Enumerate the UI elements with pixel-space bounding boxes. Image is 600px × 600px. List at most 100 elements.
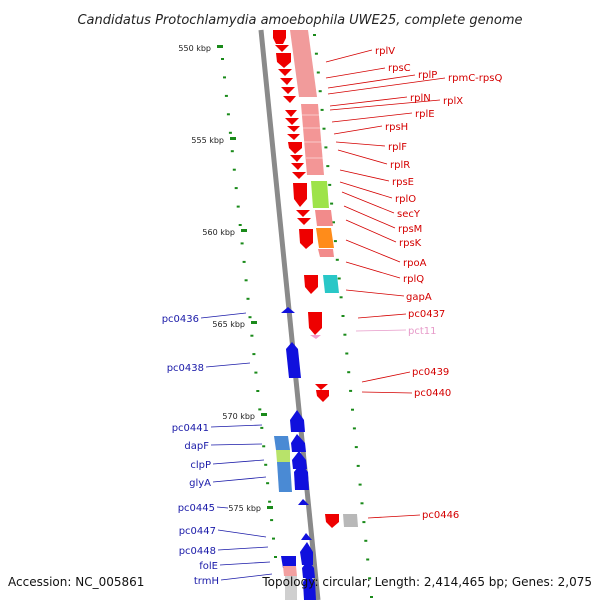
tick-label: 560 kbp <box>202 228 235 237</box>
scale-dot <box>368 577 372 580</box>
scale-dot <box>360 502 364 505</box>
gene-label: pc0448 <box>179 546 216 557</box>
scale-dot <box>326 165 330 168</box>
scale-dot <box>337 277 341 280</box>
scale-dot <box>341 315 345 317</box>
accession-label: Accession: NC_005861 <box>8 575 144 589</box>
scale-dot <box>356 464 360 467</box>
pink-gene-arrow <box>310 335 321 339</box>
scale-dot <box>224 94 228 97</box>
scale-dot <box>250 334 254 337</box>
scale-dot <box>238 224 242 226</box>
gene-label: pc0436 <box>162 314 199 325</box>
scale-dot <box>328 183 332 186</box>
ribosomal-band <box>290 30 358 527</box>
gene-label: rplR <box>390 160 410 171</box>
scale-dot <box>242 260 246 263</box>
scale-dot <box>244 279 248 282</box>
scale-dot <box>330 202 334 205</box>
scale-dot <box>370 596 373 598</box>
gene-label: pc0446 <box>422 510 459 521</box>
left-leaders <box>200 312 273 581</box>
scale-dot <box>314 52 318 55</box>
tick-mark <box>267 506 273 509</box>
gene-label: rplF <box>388 142 407 153</box>
gene-label: rplX <box>443 96 463 107</box>
gene-label: rpsE <box>392 177 414 188</box>
scale-dot <box>352 427 356 430</box>
scale-dot <box>349 389 353 392</box>
scale-dot <box>230 150 234 153</box>
scale-dot <box>252 353 256 356</box>
gene-label: rpoA <box>403 258 427 269</box>
scale-dot <box>264 463 268 466</box>
left-gene-labels: pc0436 pc0438 pc0441 dapF clpP glyA pc04… <box>162 314 219 587</box>
scale-dot <box>262 445 266 448</box>
gene-label: rpsM <box>398 224 422 235</box>
gene-label: glyA <box>189 478 211 489</box>
scale-dot <box>248 316 252 319</box>
gene-label: dapF <box>184 441 209 452</box>
scale-dot <box>234 187 238 190</box>
right-gene-labels: rplV rpsC rplP rpmC-rpsQ rplN rplX rplE … <box>375 46 502 521</box>
tick-mark <box>261 413 267 416</box>
map-title: Candidatus Protochlamydia amoebophila UW… <box>77 13 522 28</box>
scale-dot <box>266 482 270 485</box>
scale-dot <box>246 297 250 300</box>
scale-dot <box>268 500 272 503</box>
scale-dot <box>324 146 328 149</box>
scale-dot <box>260 426 264 429</box>
genome-summary: Topology: circular; Length: 2,414,465 bp… <box>261 575 592 589</box>
scale-dot <box>333 240 337 243</box>
scale-dot <box>320 108 324 111</box>
gene-label: pc0447 <box>179 526 216 537</box>
gene-label: rplO <box>395 194 416 205</box>
tick-label: 565 kbp <box>212 320 245 329</box>
scale-dot <box>351 408 354 411</box>
left-scale-dots <box>221 58 277 558</box>
tick-label: 555 kbp <box>191 136 224 145</box>
gene-label: rpsH <box>385 122 408 133</box>
scale-dot <box>226 113 230 116</box>
gene-label: pc0440 <box>414 388 451 399</box>
red-gene-arrows <box>273 30 339 528</box>
gene-label: trmH <box>194 576 219 587</box>
scale-dot <box>223 76 226 79</box>
scale-dot <box>313 34 316 36</box>
scale-dot <box>339 296 343 299</box>
tick-mark <box>230 137 236 140</box>
gene-label: rplV <box>375 46 395 57</box>
scale-dot <box>364 539 368 542</box>
gene-label: rplE <box>415 109 435 120</box>
scale-dot <box>345 352 349 355</box>
scale-dot <box>354 446 358 449</box>
gene-label: gapA <box>406 292 432 303</box>
gene-label: rplN <box>410 93 431 104</box>
gene-label: pc0445 <box>178 503 215 514</box>
scale-dot <box>316 71 320 74</box>
scale-dot <box>362 521 366 524</box>
gene-label: folE <box>199 561 218 572</box>
scale-dot <box>258 408 262 411</box>
pink-leader <box>355 329 407 332</box>
scale-dot <box>366 558 370 561</box>
gene-label: rpsK <box>399 238 422 249</box>
scale-dot <box>318 90 322 93</box>
scale-dot <box>343 333 347 336</box>
gene-label: pc0439 <box>412 367 449 378</box>
tick-label: 570 kbp <box>222 412 255 421</box>
steelblue-genes <box>274 436 297 600</box>
tick-mark <box>241 229 247 232</box>
gene-label: rpsC <box>388 63 411 74</box>
scale-dot <box>221 58 224 60</box>
scale-dot <box>228 131 232 134</box>
gene-label: rpmC-rpsQ <box>448 73 502 84</box>
tick-label: 550 kbp <box>178 44 211 53</box>
scale-dot <box>240 242 244 245</box>
gene-label: secY <box>397 209 421 220</box>
gene-label: rplP <box>418 70 437 81</box>
scale-dot <box>256 390 260 392</box>
scale-dot <box>322 127 326 130</box>
scale-ticks: 550 kbp 555 kbp 560 kbp 565 kbp 570 kbp … <box>178 44 273 513</box>
